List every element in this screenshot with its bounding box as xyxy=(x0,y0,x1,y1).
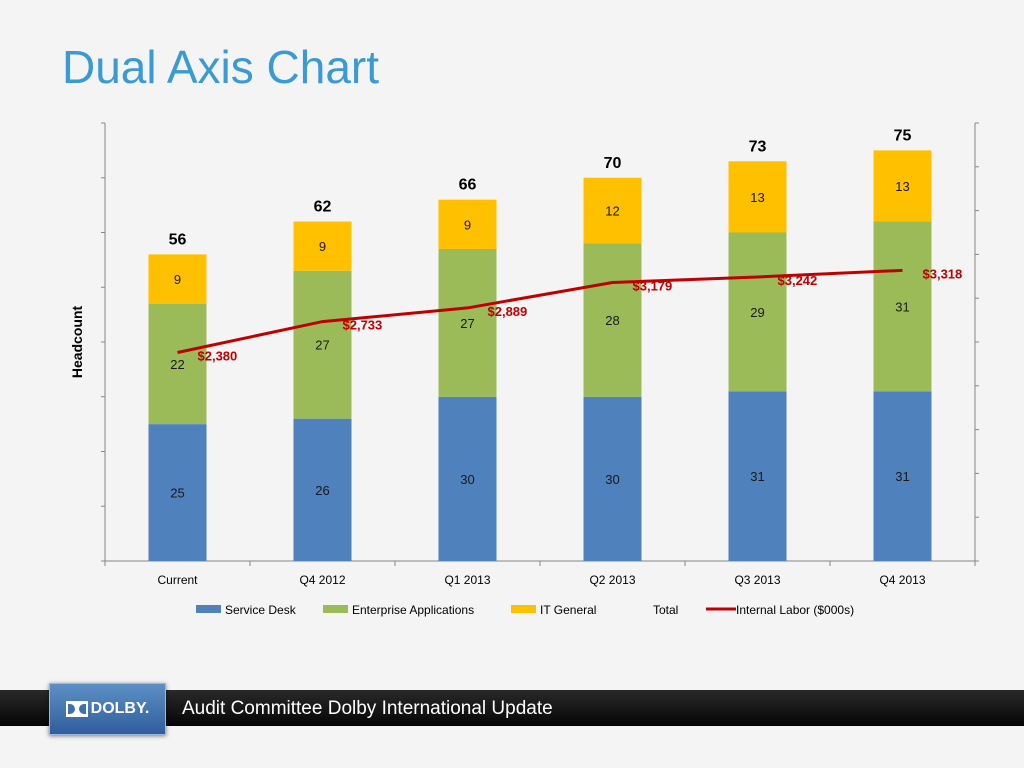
bar-it-general xyxy=(293,221,352,271)
bar-value-label: 13 xyxy=(895,179,909,194)
bar-service-desk xyxy=(438,396,497,561)
line-value-label: $2,733 xyxy=(343,318,383,333)
bar-value-label: 9 xyxy=(174,272,181,287)
total-label: 70 xyxy=(604,155,622,172)
legend-swatch xyxy=(323,605,348,613)
bar-value-label: 27 xyxy=(460,316,474,331)
bar-service-desk xyxy=(728,391,787,561)
internal-labor-line xyxy=(177,268,903,354)
bar-enterprise-applications xyxy=(293,270,352,419)
bar-enterprise-applications xyxy=(873,221,932,392)
legend-swatch xyxy=(196,605,221,613)
bar-value-label: 29 xyxy=(750,305,764,320)
dolby-logo-text: DOLBY. xyxy=(90,700,150,717)
x-tick-label: Q4 2013 xyxy=(879,573,925,587)
legend-item-label: Internal Labor ($000s) xyxy=(736,603,854,617)
dolby-logo: DOLBY. xyxy=(49,683,166,735)
footer-text: Audit Committee Dolby International Upda… xyxy=(182,698,553,719)
line-value-label: $2,380 xyxy=(198,349,238,364)
total-label: 62 xyxy=(314,199,332,216)
bar-value-label: 9 xyxy=(464,217,471,232)
legend-swatch xyxy=(511,605,536,613)
bar-value-label: 30 xyxy=(460,472,474,487)
x-tick-label: Q3 2013 xyxy=(734,573,780,587)
bar-enterprise-applications xyxy=(583,243,642,397)
line-value-label: $2,889 xyxy=(488,304,528,319)
x-tick-label: Q1 2013 xyxy=(444,573,490,587)
total-label: 56 xyxy=(169,231,187,248)
total-label: 75 xyxy=(894,127,912,144)
total-label: 73 xyxy=(749,138,767,155)
bar-service-desk xyxy=(873,391,932,561)
bar-value-label: 13 xyxy=(750,190,764,205)
bar-enterprise-applications xyxy=(148,303,207,425)
legend-item-label: IT General xyxy=(540,603,596,617)
legend-item-label: Total xyxy=(653,603,678,617)
bar-value-label: 25 xyxy=(170,486,184,501)
bar-it-general xyxy=(873,150,932,222)
line-value-label: $3,242 xyxy=(778,273,818,288)
x-tick-label: Q4 2012 xyxy=(299,573,345,587)
y-axis-label: Headcount xyxy=(69,305,85,378)
bar-value-label: 22 xyxy=(170,357,184,372)
bar-value-label: 31 xyxy=(895,469,909,484)
footer-bar xyxy=(0,690,1024,726)
line-value-label: $3,179 xyxy=(633,279,673,294)
bar-it-general xyxy=(438,199,497,249)
bar-value-label: 27 xyxy=(315,338,329,353)
bar-it-general xyxy=(583,177,642,244)
total-label: 66 xyxy=(459,177,477,194)
dolby-double-d-icon xyxy=(65,701,88,717)
bar-enterprise-applications xyxy=(438,248,497,397)
legend-item-label: Service Desk xyxy=(225,603,297,617)
x-tick-label: Q2 2013 xyxy=(589,573,635,587)
bar-value-label: 30 xyxy=(605,472,619,487)
bar-value-label: 31 xyxy=(750,469,764,484)
bar-value-label: 28 xyxy=(605,313,619,328)
bar-service-desk xyxy=(583,396,642,561)
bar-value-label: 26 xyxy=(315,483,329,498)
bar-it-general xyxy=(148,254,207,304)
x-tick-label: Current xyxy=(157,573,198,587)
bar-value-label: 31 xyxy=(895,299,909,314)
bar-value-label: 9 xyxy=(319,239,326,254)
line-value-label: $3,318 xyxy=(923,266,963,281)
bar-service-desk xyxy=(148,424,207,561)
dual-axis-chart: Headcount 25 22 9 56 Current 26 27 9 62 Q4 2012 30 2… xyxy=(69,122,979,617)
bar-value-label: 12 xyxy=(605,204,619,219)
bar-service-desk xyxy=(293,418,352,561)
bar-it-general xyxy=(728,161,787,233)
slide-title: Dual Axis Chart xyxy=(62,41,380,93)
legend-item-label: Enterprise Applications xyxy=(352,603,474,617)
bar-enterprise-applications xyxy=(728,232,787,392)
